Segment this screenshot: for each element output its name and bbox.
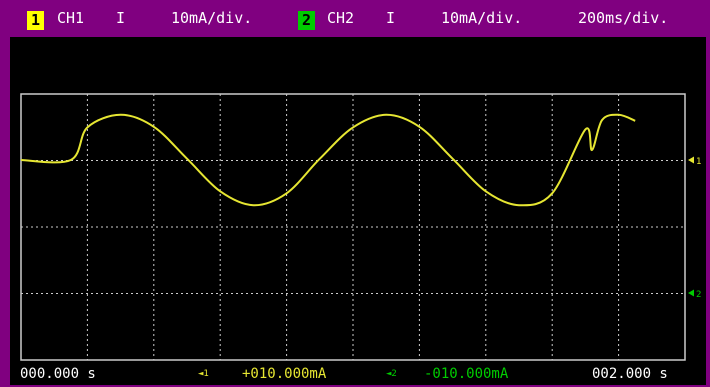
ch2-level-marker-icon[interactable]: 2 [688,289,701,301]
ch1-marker-label: 1 [696,157,701,167]
ch1-trace [20,113,636,207]
ch2-badge[interactable]: 2 [298,11,315,30]
graticule-grid [21,94,685,360]
start-time: 000.000 s [20,366,96,382]
frame-right [706,37,710,387]
ch1-name: CH1 [57,9,85,27]
frame-bottom [0,385,710,387]
ch2-offset: -010.000mA [424,366,509,382]
ch2-mode: I [386,9,396,27]
frame-left [0,37,10,387]
ch1-mode: I [116,9,126,27]
ch1-offset-marker-icon: ◄1 [198,369,209,379]
ch2-name: CH2 [327,9,355,27]
channel-status-bar: 1 CH1 I 10mA/div. 2 CH2 I 10mA/div. 200m… [0,0,710,37]
status-footer: 000.000 s ◄1 +010.000mA ◄2 -010.000mA 00… [14,363,704,385]
ch1-badge[interactable]: 1 [27,11,44,30]
ch1-offset: +010.000mA [242,366,327,382]
ch1-scale: 10mA/div. [171,9,253,27]
ch2-scale: 10mA/div. [441,9,523,27]
ch1-level-marker-icon[interactable]: 1 [688,156,701,168]
timebase-scale: 200ms/div. [578,9,669,27]
ch2-marker-label: 2 [696,290,701,300]
end-time: 002.000 s [592,366,668,382]
ch2-offset-marker-icon: ◄2 [386,369,397,379]
